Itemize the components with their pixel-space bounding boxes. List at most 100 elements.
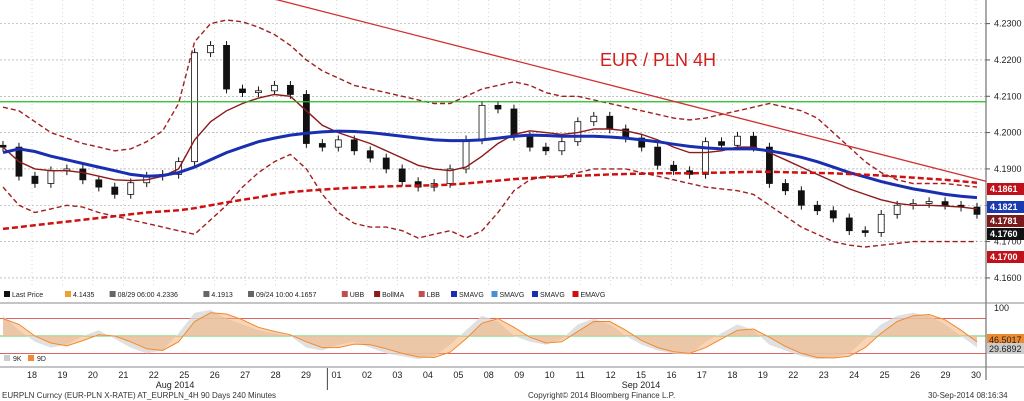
- value-badge: [987, 201, 1024, 213]
- legend-swatch: [418, 291, 425, 297]
- candle-body: [542, 146, 550, 152]
- candle-body: [207, 45, 214, 54]
- price-gridlines: [0, 23, 986, 279]
- candle-body: [526, 135, 534, 148]
- legend-swatch: [248, 291, 254, 297]
- legend-swatch: [491, 291, 498, 297]
- date-tick-label: 19: [758, 370, 768, 380]
- price-tick-label: 4.2200: [994, 55, 1022, 65]
- value-badge-label: 4.1861: [990, 184, 1018, 194]
- date-tick-label: 24: [849, 370, 859, 380]
- candle-body: [638, 137, 646, 148]
- date-tick-label: 26: [210, 370, 220, 380]
- legend-label: 4.1913: [211, 292, 233, 299]
- price-tick-label: 4.2000: [994, 128, 1022, 138]
- series-line-smavg: [2, 129, 978, 200]
- value-badge-label: 4.1760: [990, 229, 1018, 239]
- legend-swatch: [203, 291, 210, 297]
- candle-body: [877, 213, 885, 233]
- candle-body: [223, 45, 230, 90]
- legend-label: UBB: [350, 292, 365, 299]
- legend-swatch: [451, 291, 457, 297]
- chart-title: EUR / PLN 4H: [600, 50, 716, 70]
- legend-label: EMAVG: [581, 292, 606, 299]
- candle-body: [797, 190, 805, 206]
- date-tick-label: 12: [606, 370, 616, 380]
- candle-body: [79, 168, 87, 181]
- price-tick-label: 4.2300: [994, 19, 1022, 29]
- oscillator-legend-label: 9K: [13, 356, 22, 363]
- date-tick-label: 02: [362, 370, 372, 380]
- candle-body: [558, 141, 566, 152]
- candle-body: [366, 150, 374, 159]
- legend-swatch: [4, 291, 10, 297]
- date-tick-label: 09: [514, 370, 524, 380]
- candle-body: [893, 204, 901, 215]
- candle-body: [239, 88, 246, 94]
- candle-body: [718, 141, 725, 146]
- candle-body: [781, 183, 789, 192]
- indicator-lines: [2, 19, 978, 248]
- legend-swatch: [374, 291, 381, 297]
- candle-body: [95, 179, 103, 188]
- time-axis: 18 19 20 21 22 25 26 27 28 29 01 02 03 04 05 08 09 10 11 12…: [27, 368, 981, 390]
- price-tick-label: 4.2100: [994, 91, 1022, 101]
- legend-label: SMAVG: [459, 292, 484, 299]
- value-badge-label: 4.1781: [990, 216, 1018, 226]
- candle-body: [750, 135, 757, 148]
- legend-label: BollMA: [382, 292, 405, 299]
- candle-body: [925, 201, 933, 204]
- candle-body: [302, 94, 310, 144]
- candle-body: [973, 206, 981, 215]
- legend-label: 09/24 10:00 4.1657: [256, 292, 316, 299]
- date-tick-label: 22: [149, 370, 159, 380]
- value-badge-label: 4.1700: [990, 252, 1018, 262]
- price-panel: EUR / PLN 4H: [0, 0, 1024, 380]
- legend-swatch: [572, 291, 579, 297]
- date-tick-label: 03: [392, 370, 402, 380]
- candle-body: [654, 146, 662, 166]
- date-tick-label: 08: [484, 370, 494, 380]
- date-tick-label: 15: [636, 370, 646, 380]
- legend-label: 08/29 06:00 4.2336: [118, 292, 178, 299]
- candle-body: [813, 204, 821, 212]
- value-badge: [987, 215, 1024, 227]
- date-tick-label: 20: [88, 370, 98, 380]
- chart-legend: Last Price 4.1435 08/29 06:00 4.2336 4.1913…: [4, 291, 605, 299]
- oscillator-9d-line: [2, 312, 978, 359]
- series-line-lbb: [2, 153, 977, 248]
- candle-body: [606, 115, 614, 130]
- date-tick-label: 18: [727, 370, 737, 380]
- candle-body: [941, 201, 949, 206]
- candle-body: [446, 168, 454, 184]
- candle-body: [350, 139, 358, 152]
- candle-body: [734, 135, 741, 146]
- date-tick-label: 29: [301, 370, 311, 380]
- price-tick-label: 4.1600: [994, 273, 1022, 283]
- legend-label: LBB: [427, 292, 441, 299]
- oscillator-tick-label: 100: [994, 303, 1009, 313]
- legend-label: Last Price: [12, 292, 43, 299]
- price-candles: [0, 41, 981, 237]
- date-tick-label: 29: [941, 370, 951, 380]
- candle-body: [510, 108, 518, 137]
- legend-swatch: [532, 291, 538, 297]
- oscillator-9d-area: [3, 312, 977, 358]
- candle-body: [47, 170, 55, 184]
- candle-body: [382, 157, 390, 170]
- candle-body: [31, 175, 39, 184]
- chart-footer: EURPLN Curncy (EUR-PLN X-RATE) AT_EURPLN…: [2, 391, 1008, 400]
- price-tick-label: 4.1700: [994, 237, 1022, 247]
- date-tick-label: 10: [545, 370, 555, 380]
- legend-swatch: [109, 291, 116, 297]
- date-tick-label: 17: [697, 370, 707, 380]
- month-label: Aug 2014: [156, 380, 195, 390]
- copyright-text: Copyright© 2014 Bloomberg Finance L.P.: [528, 391, 675, 400]
- candle-body: [766, 146, 773, 184]
- candle-body: [127, 182, 135, 195]
- oscillator-badge-label: 29.6892: [989, 344, 1022, 354]
- candle-body: [845, 217, 853, 232]
